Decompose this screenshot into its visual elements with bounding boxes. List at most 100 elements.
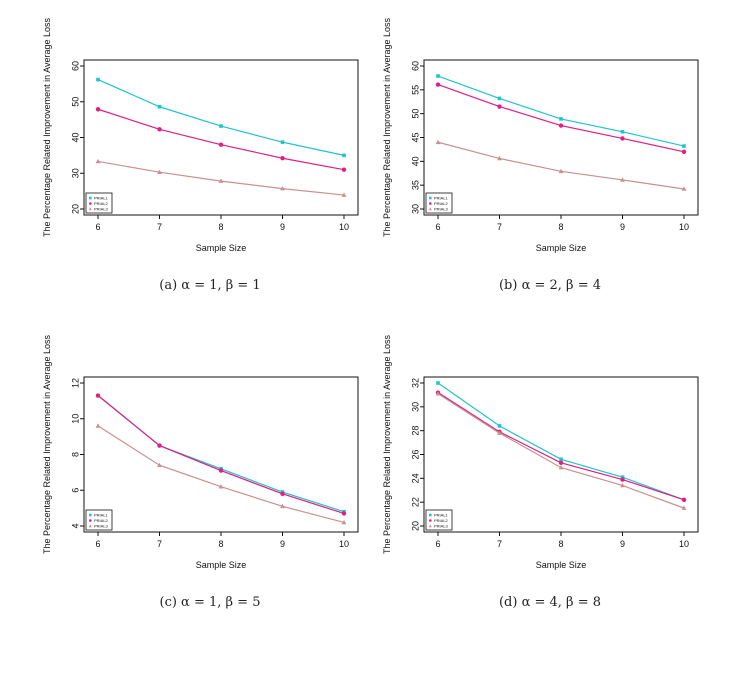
chart-caption-b: (b) α = 2, β = 4 xyxy=(498,278,601,293)
x-tick-label: 8 xyxy=(558,539,563,549)
data-point-prial3 xyxy=(558,465,564,470)
y-axis-label: The Percentage Related Improvement in Av… xyxy=(382,335,392,554)
data-point-prial2 xyxy=(95,107,101,112)
plot-frame xyxy=(423,59,699,216)
data-point-prial1 xyxy=(497,424,502,428)
data-point-prial1 xyxy=(436,74,440,78)
data-point-prial1 xyxy=(342,153,346,158)
chart-svg-c: 6 7 8 9 10 4 6 8 10 12 Sample Size The Percentage R… xyxy=(42,335,359,570)
legend-marker-prial3 xyxy=(428,207,432,211)
y-tick-label: 4 xyxy=(70,523,80,528)
legend-label-prial3: PRIAL3 xyxy=(94,206,109,211)
y-tick-label: 8 xyxy=(70,452,80,457)
x-tick-label: 7 xyxy=(497,222,502,232)
data-point-prial2 xyxy=(620,477,625,482)
y-tick-label: 30 xyxy=(70,168,80,178)
legend-marker-prial1 xyxy=(429,196,432,200)
data-point-prial3 xyxy=(435,391,441,396)
y-tick-label: 20 xyxy=(410,521,420,531)
data-point-prial2 xyxy=(341,167,347,172)
data-point-prial3 xyxy=(681,186,687,191)
y-tick-label: 60 xyxy=(410,61,420,71)
data-point-prial1 xyxy=(497,96,502,101)
legend-marker-prial2 xyxy=(89,519,92,522)
data-point-prial3 xyxy=(95,158,101,164)
y-tick-label: 32 xyxy=(410,378,420,388)
data-point-prial1 xyxy=(280,140,285,144)
series-line-prial2 xyxy=(97,395,345,515)
series-line-prial2 xyxy=(97,108,345,171)
y-tick-label: 28 xyxy=(410,426,420,436)
x-tick-label: 10 xyxy=(339,539,349,549)
data-point-prial3 xyxy=(157,169,162,174)
x-axis-label: Sample Size xyxy=(196,243,247,253)
x-tick-label: 10 xyxy=(339,222,349,232)
y-tick-label: 10 xyxy=(70,414,80,424)
plot-frame xyxy=(423,376,699,533)
y-tick-label: 55 xyxy=(410,85,420,95)
y-tick-label: 30 xyxy=(410,402,420,412)
series-line-prial3 xyxy=(97,425,345,524)
chart-caption-c: (c) α = 1, β = 5 xyxy=(159,595,261,610)
y-tick-label: 45 xyxy=(410,132,420,142)
data-point-prial2 xyxy=(681,497,687,502)
y-axis-label: The Percentage Related Improvement in Av… xyxy=(42,335,52,554)
y-tick-label: 40 xyxy=(410,156,420,166)
data-point-prial1 xyxy=(219,124,223,128)
data-point-prial2 xyxy=(218,142,224,147)
data-point-prial1 xyxy=(96,77,100,82)
legend-label-prial2: PRIAL2 xyxy=(94,201,109,206)
x-tick-label: 6 xyxy=(95,539,100,549)
y-tick-label: 60 xyxy=(70,61,80,71)
legend-marker-prial1 xyxy=(89,513,92,517)
data-point-prial3 xyxy=(218,484,224,489)
series-line-prial3 xyxy=(437,393,685,509)
legend-marker-prial3 xyxy=(428,524,432,528)
x-tick-label: 7 xyxy=(157,222,162,232)
y-axis-label: The Percentage Related Improvement in Av… xyxy=(42,18,52,237)
y-tick-label: 50 xyxy=(410,109,420,119)
data-point-prial2 xyxy=(218,468,224,473)
x-tick-label: 8 xyxy=(218,539,223,549)
x-tick-label: 9 xyxy=(280,222,285,232)
x-tick-label: 7 xyxy=(497,539,502,549)
x-tick-label: 6 xyxy=(95,222,100,232)
legend-marker-prial2 xyxy=(89,202,92,205)
legend-label-prial3: PRIAL3 xyxy=(434,523,449,528)
series-line-prial3 xyxy=(97,160,345,196)
data-point-prial2 xyxy=(95,393,101,398)
chart-svg-a: 6 7 8 9 10 20 30 40 50 60 Sample Size The Percentag… xyxy=(42,18,359,253)
series-line-prial1 xyxy=(437,75,685,147)
y-tick-label: 20 xyxy=(70,204,80,214)
data-point-prial1 xyxy=(620,129,625,134)
data-point-prial2 xyxy=(681,149,687,154)
y-tick-label: 12 xyxy=(70,378,80,388)
data-point-prial1 xyxy=(559,117,563,121)
data-point-prial3 xyxy=(620,482,625,488)
data-point-prial2 xyxy=(157,127,162,132)
data-point-prial2 xyxy=(620,136,625,141)
legend-label-prial3: PRIAL3 xyxy=(94,523,109,528)
data-point-prial3 xyxy=(157,462,162,468)
x-axis-label: Sample Size xyxy=(536,560,587,570)
chart-panel-c: 6 7 8 9 10 4 6 8 10 12 Sample Size The Percentage R… xyxy=(30,327,390,627)
data-point-prial1 xyxy=(620,475,625,479)
legend-marker-prial1 xyxy=(429,513,432,517)
y-tick-label: 30 xyxy=(410,204,420,214)
data-point-prial2 xyxy=(558,123,564,128)
series-line-prial3 xyxy=(437,141,685,190)
x-tick-label: 9 xyxy=(280,539,285,549)
legend-label-prial2: PRIAL2 xyxy=(434,201,449,206)
x-tick-label: 9 xyxy=(620,539,625,549)
x-tick-label: 7 xyxy=(157,539,162,549)
x-tick-label: 10 xyxy=(679,539,689,549)
chart-svg-d: 6 7 8 9 10 20 22 24 26 28 30 32 Sample Size The Perce… xyxy=(382,335,699,570)
legend-box xyxy=(425,192,453,214)
y-tick-label: 24 xyxy=(410,473,420,483)
x-tick-label: 6 xyxy=(435,539,440,549)
data-point-prial2 xyxy=(341,511,347,516)
x-tick-label: 6 xyxy=(435,222,440,232)
data-point-prial2 xyxy=(280,491,285,497)
x-axis-label: Sample Size xyxy=(536,243,587,253)
data-point-prial3 xyxy=(341,519,347,525)
